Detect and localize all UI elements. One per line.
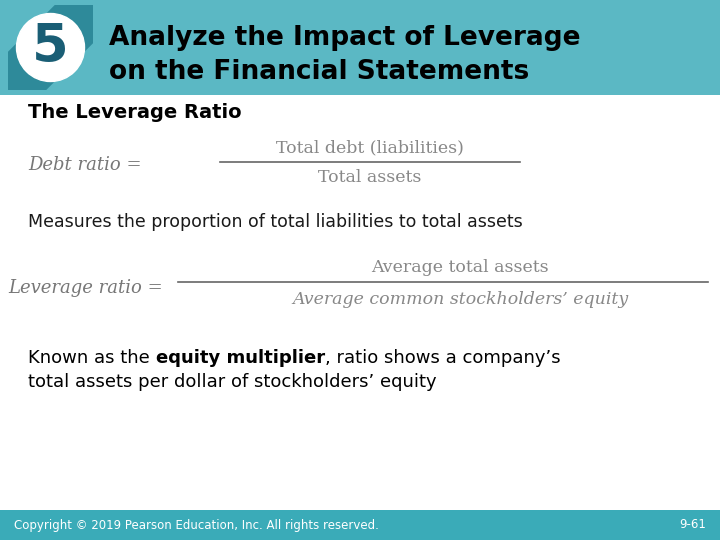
- Text: Total assets: Total assets: [318, 170, 422, 186]
- Polygon shape: [46, 43, 93, 90]
- Text: Copyright © 2019 Pearson Education, Inc. All rights reserved.: Copyright © 2019 Pearson Education, Inc.…: [14, 518, 379, 531]
- Bar: [8, 5, 93, 90]
- Text: Leverage ratio =: Leverage ratio =: [8, 279, 168, 297]
- Text: The Leverage Ratio: The Leverage Ratio: [28, 103, 242, 122]
- Text: 5: 5: [32, 22, 69, 73]
- Text: on the Financial Statements: on the Financial Statements: [109, 59, 529, 85]
- Text: 9-61: 9-61: [679, 518, 706, 531]
- Text: Known as the: Known as the: [28, 349, 156, 367]
- Text: Average common stockholders’ equity: Average common stockholders’ equity: [292, 292, 628, 308]
- Text: equity multiplier: equity multiplier: [156, 349, 325, 367]
- Bar: [0, 510, 720, 540]
- Text: , ratio shows a company’s: , ratio shows a company’s: [325, 349, 560, 367]
- Text: Average total assets: Average total assets: [372, 260, 549, 276]
- Text: Debt ratio =: Debt ratio =: [28, 156, 148, 174]
- Text: total assets per dollar of stockholders’ equity: total assets per dollar of stockholders’…: [28, 373, 436, 391]
- Text: Total debt (liabilities): Total debt (liabilities): [276, 139, 464, 157]
- Polygon shape: [8, 5, 55, 52]
- Text: Measures the proportion of total liabilities to total assets: Measures the proportion of total liabili…: [28, 213, 523, 231]
- Bar: [0, 0, 720, 95]
- Text: Analyze the Impact of Leverage: Analyze the Impact of Leverage: [109, 25, 580, 51]
- Circle shape: [17, 14, 84, 82]
